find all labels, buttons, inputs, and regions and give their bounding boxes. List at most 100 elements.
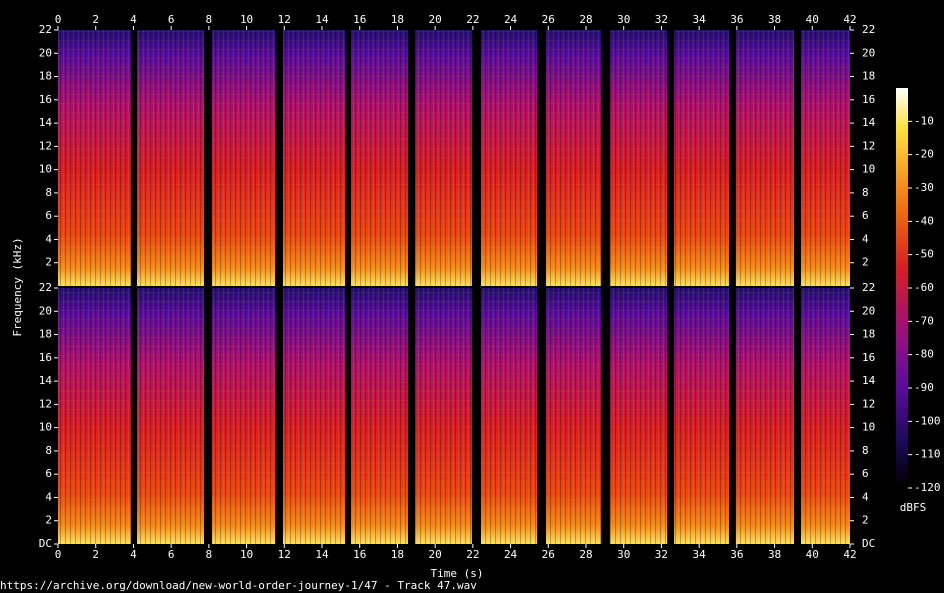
spectrogram-texture: [735, 30, 794, 286]
y-tick-label: 2: [45, 514, 52, 527]
spectrogram-texture: [800, 30, 850, 286]
x-tick-label-top: 28: [579, 13, 592, 26]
x-tick-label: 0: [55, 548, 62, 561]
source-label: https://archive.org/download/new-world-o…: [0, 579, 477, 592]
y-tick-label: 16: [39, 93, 52, 106]
y-tick-label-right: 8: [862, 444, 869, 457]
y-tick-label: 16: [39, 351, 52, 364]
x-tick-label: 2: [92, 548, 99, 561]
x-tick-label: 32: [655, 548, 668, 561]
colorbar-tick-label: -40: [914, 214, 934, 227]
x-tick-label-top: 36: [730, 13, 743, 26]
y-tick-label-right: 14: [862, 116, 876, 129]
y-tick-label-right: 16: [862, 351, 875, 364]
colorbar-tick-label: -30: [914, 181, 934, 194]
y-tick-label-right: 8: [862, 186, 869, 199]
y-tick-label: 12: [39, 397, 52, 410]
y-tick-label: 6: [45, 467, 52, 480]
y-tick-label-right: 12: [862, 397, 875, 410]
x-tick-label-top: 30: [617, 13, 630, 26]
x-tick-label: 14: [315, 548, 329, 561]
x-tick-label-top: 22: [466, 13, 479, 26]
y-tick-label: 2: [45, 256, 52, 269]
y-tick-label-right: 20: [862, 46, 875, 59]
x-tick-label-top: 38: [768, 13, 781, 26]
x-tick-label-top: 18: [391, 13, 404, 26]
y-tick-label: 20: [39, 46, 52, 59]
y-tick-label: 18: [39, 70, 52, 83]
y-tick-label-right: 10: [862, 421, 875, 434]
spectrogram-texture: [546, 288, 602, 544]
x-tick-label-top: 0: [55, 13, 62, 26]
x-tick-label-top: 4: [130, 13, 137, 26]
x-tick-label: 26: [542, 548, 555, 561]
spectrogram-texture: [212, 30, 276, 286]
colorbar-tick-label: -90: [914, 381, 934, 394]
x-tick-label: 36: [730, 548, 743, 561]
y-tick-label-right: 22: [862, 23, 875, 36]
colorbar-tick-label: -20: [914, 148, 934, 161]
spectrogram-texture: [674, 30, 729, 286]
x-tick-label-top: 24: [504, 13, 518, 26]
y-tick-label: 6: [45, 209, 52, 222]
x-tick-label-top: 20: [429, 13, 442, 26]
colorbar-tick-label: -110: [914, 448, 941, 461]
spectrogram-texture: [674, 288, 729, 544]
spectrogram-texture: [414, 30, 472, 286]
x-tick-label: 40: [806, 548, 819, 561]
x-tick-label: 38: [768, 548, 781, 561]
spectrogram-texture: [414, 288, 472, 544]
colorbar-tick-label: -10: [914, 114, 934, 127]
y-tick-label-right: 2: [862, 514, 869, 527]
x-tick-label: 30: [617, 548, 630, 561]
spectrogram-texture: [137, 288, 204, 544]
spectrogram-texture: [58, 288, 131, 544]
spectrogram-texture: [212, 288, 276, 544]
spectrogram-texture: [351, 288, 408, 544]
x-tick-label: 10: [240, 548, 253, 561]
x-tick-label-top: 26: [542, 13, 555, 26]
colorbar: [896, 88, 908, 488]
x-tick-label-top: 8: [206, 13, 213, 26]
y-tick-label-right: 4: [862, 490, 869, 503]
x-tick-label-top: 2: [92, 13, 99, 26]
spectrogram-texture: [609, 288, 668, 544]
x-tick-label-top: 16: [353, 13, 366, 26]
spectrogram-texture: [480, 288, 537, 544]
y-tick-label-right: 2: [862, 256, 869, 269]
y-tick-label: 10: [39, 421, 52, 434]
y-axis-label: Frequency (kHz): [11, 237, 24, 336]
colorbar-tick-label: -60: [914, 281, 934, 294]
x-tick-label: 12: [278, 548, 291, 561]
y-tick-label: 4: [45, 490, 52, 503]
x-tick-label-top: 12: [278, 13, 291, 26]
spectrogram-texture: [282, 30, 346, 286]
y-tick-label: 22: [39, 23, 52, 36]
x-tick-label-top: 42: [843, 13, 856, 26]
y-tick-label-right: 12: [862, 139, 875, 152]
x-tick-label: 8: [206, 548, 213, 561]
y-tick-label-right: 10: [862, 163, 875, 176]
y-tick-label: 14: [39, 374, 53, 387]
colorbar-label: dBFS: [900, 501, 927, 514]
y-tick-label: 8: [45, 444, 52, 457]
x-tick-label: 20: [429, 548, 442, 561]
y-tick-label-right: 16: [862, 93, 875, 106]
x-tick-label: 18: [391, 548, 404, 561]
spectrogram-texture: [609, 30, 668, 286]
y-tick-label-right: 20: [862, 304, 875, 317]
x-tick-label-top: 10: [240, 13, 253, 26]
x-tick-label-top: 34: [693, 13, 707, 26]
y-tick-label: 18: [39, 328, 52, 341]
x-tick-label-top: 6: [168, 13, 175, 26]
x-tick-label: 24: [504, 548, 518, 561]
y-tick-label: 14: [39, 116, 53, 129]
x-tick-label-top: 14: [315, 13, 329, 26]
x-tick-label-top: 40: [806, 13, 819, 26]
x-tick-label: 6: [168, 548, 175, 561]
y-tick-label-right: 14: [862, 374, 876, 387]
y-tick-label: DC: [39, 537, 52, 550]
colorbar-tick-label: -80: [914, 348, 934, 361]
